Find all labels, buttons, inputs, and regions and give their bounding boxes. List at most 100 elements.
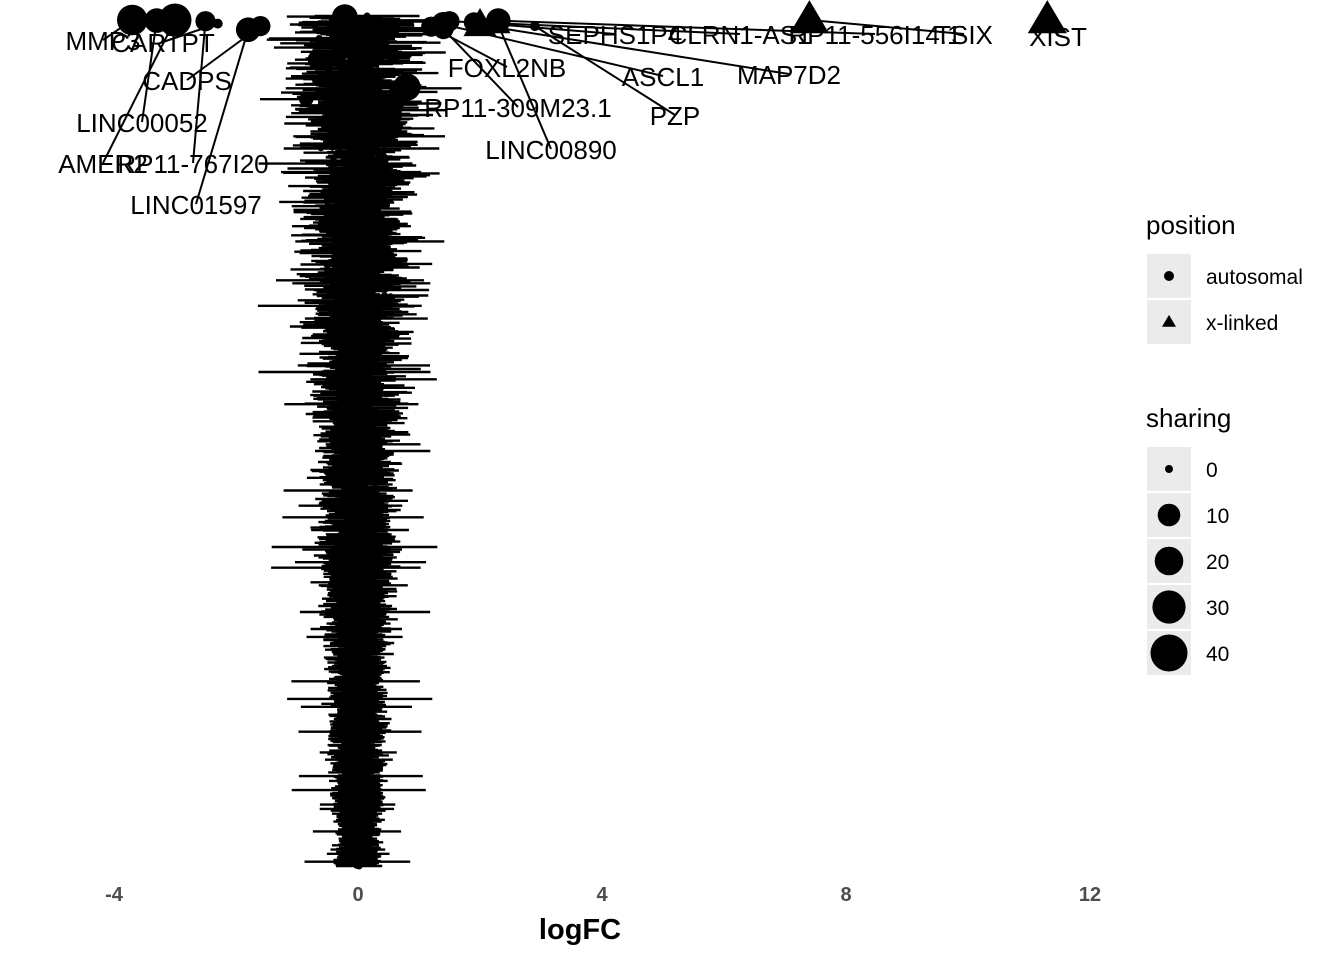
data-point [338, 296, 346, 304]
data-point [324, 265, 331, 273]
data-point [356, 45, 364, 53]
data-point [313, 41, 321, 49]
data-point [360, 89, 368, 97]
leader-line [195, 29, 250, 205]
legend-entry-label: autosomal [1206, 266, 1303, 289]
data-point [335, 259, 343, 267]
x-axis-title: logFC [539, 914, 621, 946]
data-point [376, 264, 384, 271]
gene-label: RP11-767I20 [117, 149, 268, 179]
data-point [326, 210, 334, 218]
data-point [368, 344, 376, 352]
data-point [362, 46, 370, 54]
data-point [380, 146, 388, 154]
data-point [338, 334, 346, 342]
x-tick-label: 4 [596, 884, 608, 906]
data-point [308, 106, 316, 114]
data-point [349, 81, 357, 89]
data-point [370, 59, 378, 67]
data-point [340, 166, 348, 174]
data-point [388, 124, 396, 132]
data-point [379, 131, 387, 139]
data-point [372, 200, 380, 208]
data-point [357, 67, 365, 75]
data-point [385, 52, 393, 60]
data-point [324, 323, 331, 330]
data-point [372, 397, 380, 405]
data-point [342, 564, 350, 572]
data-point [374, 67, 382, 75]
gene-label: MMP3 [65, 26, 140, 56]
data-point [326, 125, 351, 150]
data-point [323, 89, 331, 97]
data-point [362, 73, 370, 81]
leader-line [809, 19, 965, 35]
data-point [336, 175, 344, 183]
legend-size-symbol [1165, 465, 1173, 473]
data-point [311, 21, 319, 28]
data-point [371, 484, 379, 492]
data-point [378, 220, 386, 228]
gene-label: SEPHS1P4 [548, 20, 682, 50]
data-point [374, 312, 382, 319]
data-point [333, 371, 341, 379]
data-point [344, 76, 352, 84]
data-point [331, 40, 351, 61]
leader-line [102, 19, 176, 164]
legend-entry-label: x-linked [1206, 312, 1278, 335]
gene-label: TSIX [935, 20, 993, 50]
gene-label: MAP7D2 [737, 60, 841, 90]
leader-line [430, 25, 508, 68]
data-point [366, 467, 374, 474]
data-point [371, 493, 379, 501]
data-point [368, 262, 376, 270]
data-point [363, 157, 371, 165]
legend-position: position autosomal x-linked [1146, 210, 1303, 344]
data-point [346, 178, 353, 186]
x-tick-label: 12 [1079, 884, 1101, 906]
leader-line [192, 21, 207, 164]
data-point [338, 524, 345, 532]
data-point [366, 91, 374, 99]
data-point [317, 144, 325, 152]
legend-entry-label: 10 [1206, 505, 1229, 528]
legend-triangle-symbol [1162, 314, 1176, 327]
legend-sharing: sharing 0 10 20 30 40 [1146, 403, 1231, 675]
x-tick-label: 8 [840, 884, 851, 906]
data-point [344, 552, 352, 559]
label-leader-lines [102, 19, 1059, 205]
data-point [326, 120, 334, 127]
data-point [320, 121, 328, 129]
gene-label: LINC01597 [130, 190, 262, 220]
legend-entry-label: 40 [1206, 643, 1229, 666]
data-point [392, 54, 400, 62]
legend-size-symbol [1150, 634, 1188, 672]
data-point [367, 51, 375, 59]
gene-label: LINC00890 [485, 135, 617, 165]
data-point [372, 142, 380, 150]
data-point [351, 143, 359, 151]
data-point [370, 375, 378, 383]
data-point [360, 629, 368, 637]
data-point [334, 311, 342, 319]
leader-line [479, 23, 790, 75]
data-point [342, 290, 350, 298]
data-point [355, 862, 363, 870]
legend-position-title: position [1146, 210, 1236, 240]
data-point [332, 160, 339, 168]
data-point [380, 278, 388, 285]
gene-label: LINC00052 [76, 108, 208, 138]
data-point [299, 92, 314, 107]
data-point [381, 69, 389, 77]
gene-label: PZP [650, 101, 701, 131]
data-point [332, 342, 340, 350]
data-point [338, 61, 345, 69]
labeled-point-xist [1027, 0, 1067, 34]
data-point [363, 27, 371, 35]
legend-size-symbol [1154, 546, 1184, 576]
data-point [376, 365, 384, 373]
data-point [343, 616, 351, 624]
gene-label: CADPS [142, 66, 232, 96]
data-point [326, 64, 334, 72]
